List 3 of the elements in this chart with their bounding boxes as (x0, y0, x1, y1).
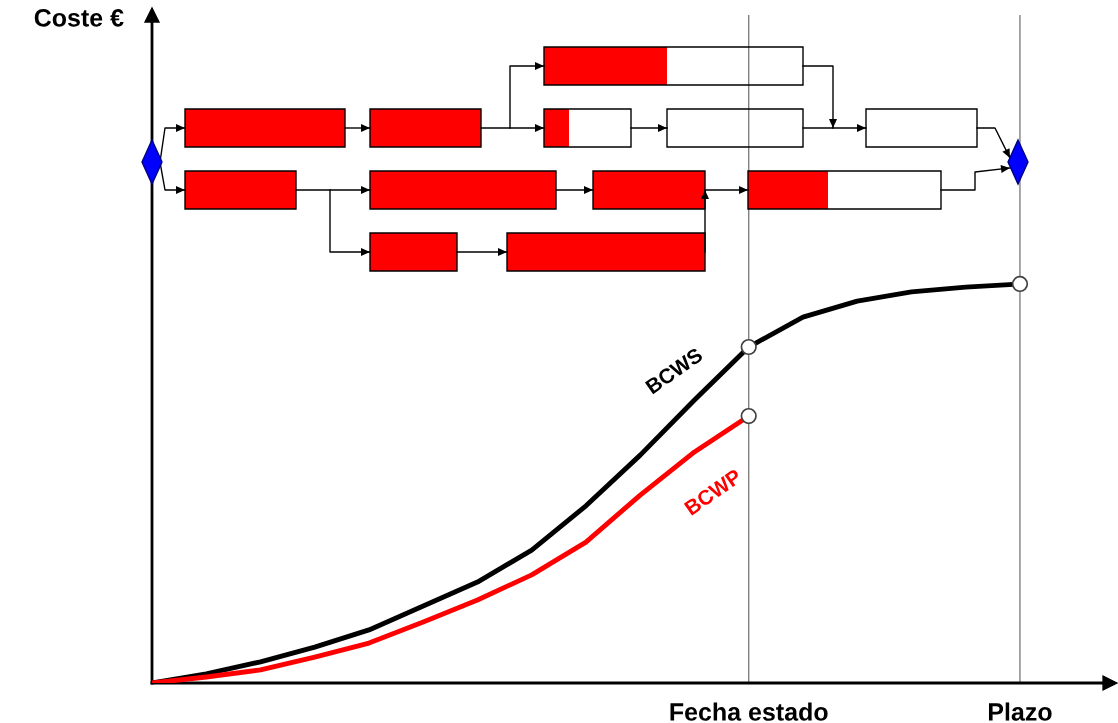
x-tick-label: Fecha estado (670, 702, 828, 721)
text: Coste € (34, 9, 124, 27)
x-tick-label: Plazo (988, 702, 1052, 721)
